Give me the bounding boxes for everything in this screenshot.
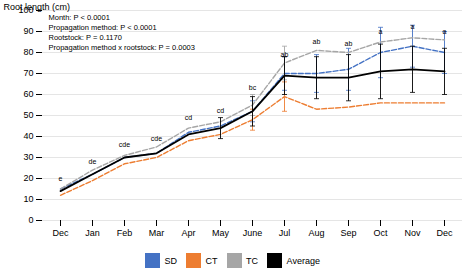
svg-text:cd: cd (217, 107, 225, 114)
svg-text:40: 40 (23, 131, 33, 141)
svg-text:e: e (59, 175, 63, 182)
svg-text:Jul: Jul (279, 228, 291, 238)
svg-text:Dec: Dec (52, 228, 69, 238)
svg-text:Aug: Aug (308, 228, 324, 238)
svg-text:10: 10 (23, 194, 33, 204)
html-text:SD: SD (164, 255, 178, 266)
svg-text:Jan: Jan (85, 228, 100, 238)
svg-text:Apr: Apr (181, 228, 195, 238)
svg-text:70: 70 (23, 68, 33, 78)
svg-text:cde: cde (119, 141, 130, 148)
svg-text:Dec: Dec (436, 228, 453, 238)
svg-text:cde: cde (151, 135, 162, 142)
html-text:TC: TC (246, 255, 259, 266)
html-text:Average: Average (286, 255, 320, 266)
svg-text:30: 30 (23, 152, 33, 162)
svg-text:20: 20 (23, 173, 33, 183)
svg-text:90: 90 (23, 26, 33, 36)
svg-text:Feb: Feb (117, 228, 133, 238)
svg-text:Sep: Sep (340, 228, 356, 238)
svg-text:Root length (cm): Root length (cm) (4, 2, 71, 12)
svg-text:Mar: Mar (149, 228, 165, 238)
svg-text:May: May (212, 228, 230, 238)
svg-text:de: de (89, 158, 97, 165)
svg-text:June: June (243, 228, 263, 238)
html-text:CT: CT (205, 255, 218, 266)
svg-text:Nov: Nov (404, 228, 421, 238)
svg-text:50: 50 (23, 110, 33, 120)
svg-text:a: a (443, 28, 447, 35)
svg-text:Oct: Oct (373, 228, 388, 238)
svg-text:cd: cd (185, 114, 193, 121)
svg-text:bc: bc (249, 84, 257, 91)
svg-text:a: a (379, 28, 383, 35)
svg-text:ab: ab (313, 38, 321, 45)
svg-text:Month: P < 0.0001Propagation m: Month: P < 0.0001Propagation method: P <… (49, 13, 195, 52)
svg-text:ab: ab (345, 40, 353, 47)
svg-text:a: a (411, 23, 415, 30)
svg-text:ab: ab (281, 51, 289, 58)
svg-text:80: 80 (23, 47, 33, 57)
svg-text:60: 60 (23, 89, 33, 99)
svg-text:0: 0 (28, 215, 33, 225)
